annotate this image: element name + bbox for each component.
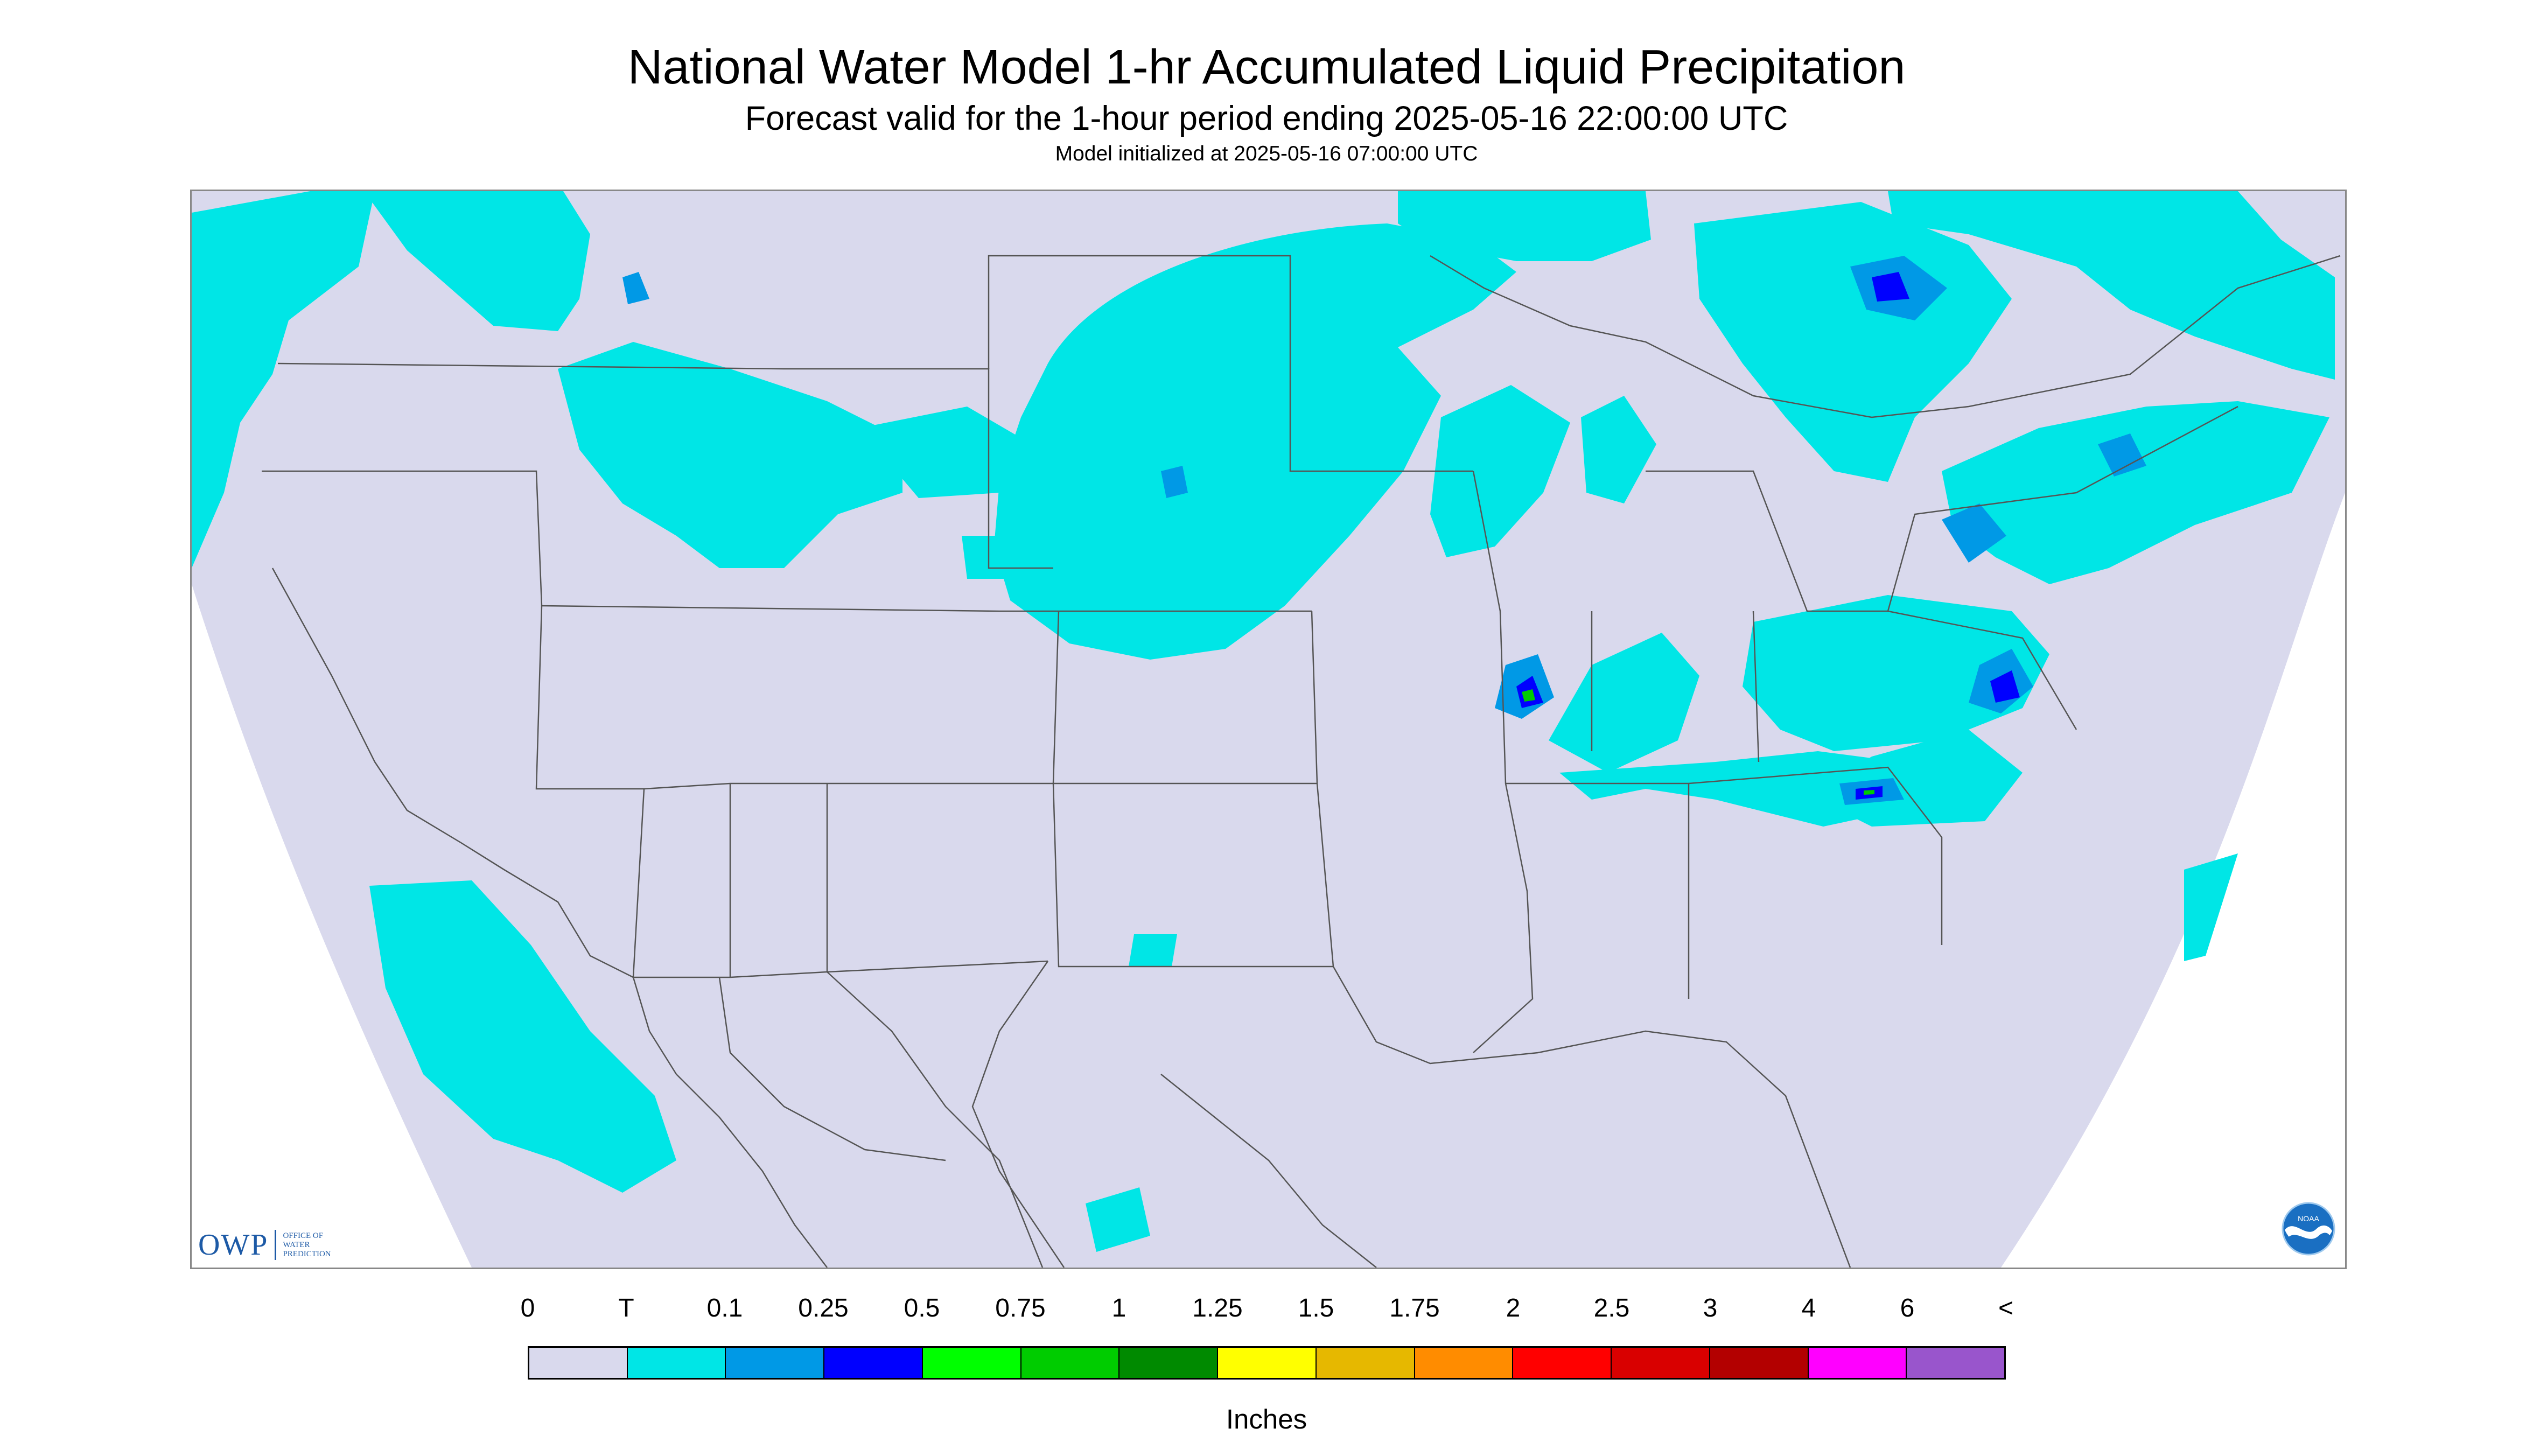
legend-swatch bbox=[1907, 1348, 2005, 1378]
legend-swatch bbox=[1710, 1348, 1809, 1378]
legend-swatch bbox=[824, 1348, 923, 1378]
legend-tick-label: 1.75 bbox=[1389, 1294, 1440, 1322]
owp-logo: OWP OFFICE OF WATER PREDICTION bbox=[198, 1228, 331, 1262]
legend-tick-label: 2 bbox=[1506, 1294, 1521, 1322]
legend-tick-label: 0.1 bbox=[706, 1294, 743, 1322]
legend-units: Inches bbox=[1226, 1404, 1307, 1434]
legend-swatch bbox=[1316, 1348, 1415, 1378]
legend-tick-label: 1.25 bbox=[1192, 1294, 1243, 1322]
map-title: National Water Model 1-hr Accumulated Li… bbox=[627, 40, 1906, 94]
noaa-logo-text: NOAA bbox=[2298, 1214, 2319, 1223]
legend-tick-label: 4 bbox=[1801, 1294, 1816, 1322]
precipitation-map bbox=[190, 190, 2347, 1269]
legend-color-bar bbox=[528, 1346, 2006, 1380]
state-boundaries bbox=[262, 255, 2341, 1268]
map-subtitle: Forecast valid for the 1-hour period end… bbox=[745, 100, 1788, 137]
precip-trace-areas bbox=[192, 191, 2335, 1252]
legend-tick-label: 6 bbox=[1900, 1294, 1915, 1322]
legend-tick-label: 0.5 bbox=[904, 1294, 940, 1322]
legend-swatch bbox=[1119, 1348, 1219, 1378]
legend-tick-label: 0.25 bbox=[798, 1294, 849, 1322]
legend-swatch bbox=[529, 1348, 628, 1378]
owp-line-1: OFFICE OF bbox=[283, 1231, 324, 1240]
owp-full-name: OFFICE OF WATER PREDICTION bbox=[283, 1231, 331, 1259]
legend-swatch bbox=[922, 1348, 1021, 1378]
owp-separator bbox=[275, 1230, 277, 1260]
legend-tick-label: < bbox=[1998, 1294, 2014, 1322]
legend-tick-label: 0.75 bbox=[995, 1294, 1046, 1322]
legend-swatch bbox=[1513, 1348, 1612, 1378]
legend-tick-label: 1 bbox=[1111, 1294, 1126, 1322]
legend-swatch bbox=[1415, 1348, 1514, 1378]
legend-swatch bbox=[726, 1348, 825, 1378]
legend-tick-label: 0 bbox=[520, 1294, 535, 1322]
legend-swatch bbox=[1808, 1348, 1907, 1378]
model-init-time: Model initialized at 2025-05-16 07:00:00… bbox=[1055, 142, 1478, 165]
owp-abbrev: OWP bbox=[198, 1228, 269, 1262]
precip-heavy-areas bbox=[1522, 689, 1874, 795]
legend-tick-label: T bbox=[618, 1294, 634, 1322]
map-canvas bbox=[192, 191, 2345, 1268]
legend-swatch bbox=[1612, 1348, 1710, 1378]
owp-line-3: PREDICTION bbox=[283, 1249, 331, 1258]
legend-swatch bbox=[1218, 1348, 1317, 1378]
legend-swatch bbox=[627, 1348, 726, 1378]
title-block: National Water Model 1-hr Accumulated Li… bbox=[0, 38, 2533, 168]
legend-tick-label: 3 bbox=[1703, 1294, 1718, 1322]
legend-tick-label: 1.5 bbox=[1298, 1294, 1334, 1322]
owp-line-2: WATER bbox=[283, 1240, 310, 1249]
legend-tick-label: 2.5 bbox=[1593, 1294, 1630, 1322]
legend-swatch bbox=[1021, 1348, 1120, 1378]
noaa-logo: NOAA bbox=[2282, 1202, 2335, 1256]
precip-legend: 0 T 0.1 0.25 0.5 0.75 1 1.25 1.5 1.75 2 2.5 3 4 6 < bbox=[0, 1292, 2533, 1454]
